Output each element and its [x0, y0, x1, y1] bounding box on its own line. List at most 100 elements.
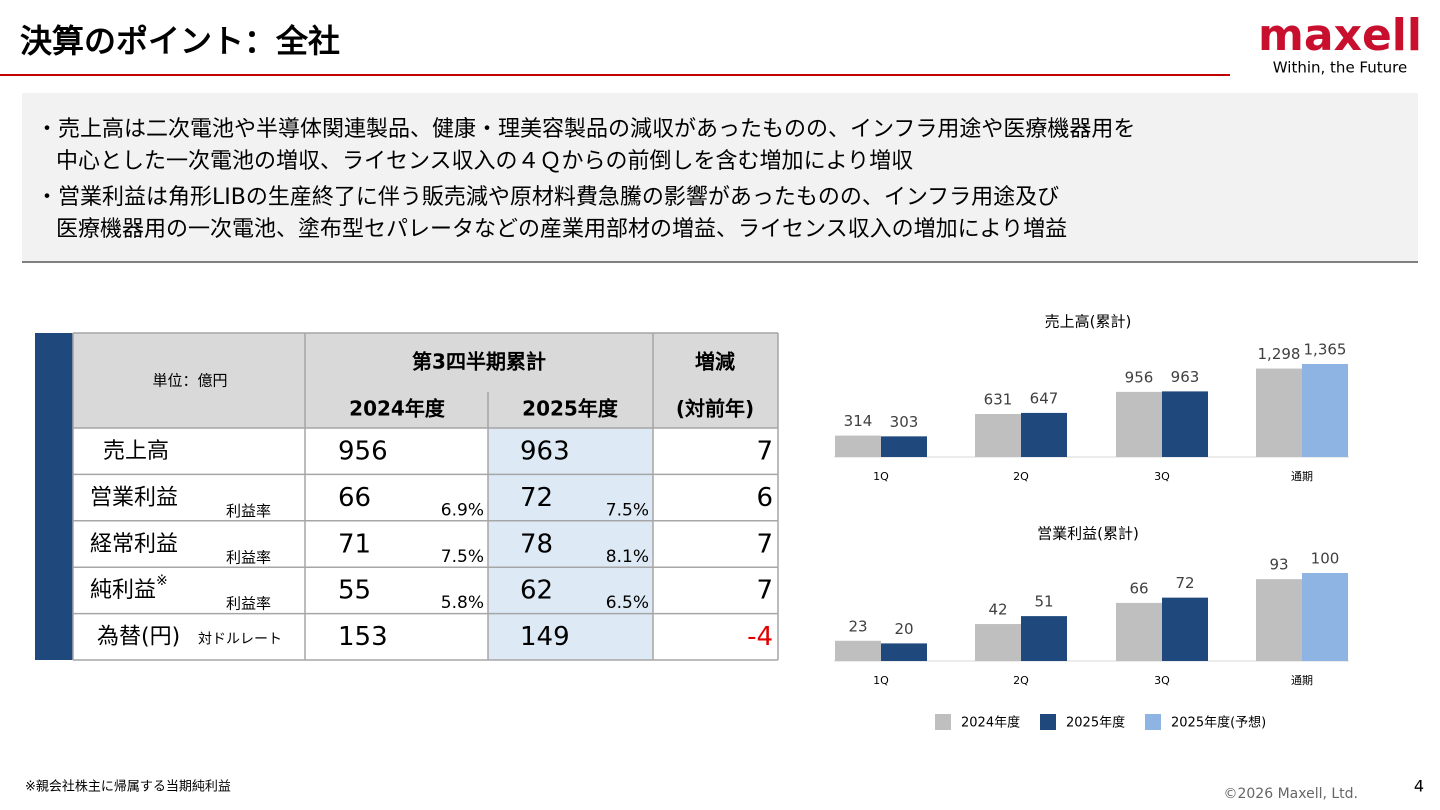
- cell-ratio: 5.8%: [441, 593, 484, 613]
- data-label: 631: [984, 391, 1013, 409]
- cell-change: 7: [756, 529, 773, 559]
- x-tick-label: 1Q: [873, 470, 889, 483]
- cell-change: -4: [747, 622, 773, 652]
- row-label: 営業利益: [90, 485, 178, 510]
- cell-value: 963: [520, 437, 570, 467]
- bar: [975, 414, 1021, 457]
- bar: [1162, 597, 1208, 661]
- data-label: 1,298: [1258, 345, 1301, 363]
- x-tick-label: 通期: [1291, 674, 1313, 687]
- note-mark: ※: [156, 573, 168, 589]
- cell-ratio: 6.9%: [441, 500, 484, 520]
- bar: [975, 624, 1021, 661]
- bar: [1116, 602, 1162, 661]
- data-label: 51: [1034, 593, 1053, 611]
- cell-value: 153: [338, 622, 388, 652]
- x-tick-label: 3Q: [1154, 470, 1170, 483]
- table: 単位：億円 第3四半期累計 2024年度 2025年度 増減 (対前年) 売上高 956 963…: [35, 332, 779, 661]
- data-label: 42: [988, 601, 1007, 619]
- tagline: Within, the Future: [1273, 59, 1407, 77]
- bullet-line: 医療機器用の一次電池、塗布型セパレータなどの産業用部材の増益、ライセンス収入の増…: [56, 217, 1067, 242]
- bar: [1256, 368, 1302, 457]
- bar: [1302, 573, 1348, 661]
- copyright: ©2026 Maxell, Ltd.: [1223, 786, 1358, 802]
- legend-swatch: [935, 714, 951, 730]
- data-label: 956: [1125, 368, 1154, 386]
- footnote: ※親会社株主に帰属する当期純利益: [25, 779, 231, 795]
- table-header: (対前年): [676, 397, 754, 421]
- bar: [1162, 391, 1208, 457]
- data-label: 963: [1171, 368, 1200, 386]
- bar: [1302, 364, 1348, 457]
- cell-change: 7: [756, 437, 773, 467]
- x-tick-label: 1Q: [873, 674, 889, 687]
- x-tick-label: 2Q: [1013, 470, 1029, 483]
- x-tick-label: 通期: [1291, 470, 1313, 483]
- highlight-column: [488, 428, 653, 660]
- bar: [835, 640, 881, 661]
- row-label: 経常利益: [90, 532, 178, 557]
- cell-value: 149: [520, 622, 570, 652]
- logo: maxell: [1258, 10, 1422, 61]
- bar: [835, 435, 881, 457]
- data-label: 72: [1175, 574, 1194, 592]
- cell-ratio: 6.5%: [606, 593, 649, 613]
- table-header: 増減: [695, 350, 735, 374]
- row-sub-label: 利益率: [226, 502, 271, 520]
- bar: [1021, 412, 1067, 457]
- data-label: 66: [1129, 579, 1148, 597]
- cell-value: 78: [520, 529, 553, 559]
- bullet-line: ・売上高は二次電池や半導体関連製品、健康・理美容製品の減収があったものの、インフ…: [36, 117, 1135, 142]
- row-sub-label: 対ドルレート: [198, 632, 282, 648]
- cell-value: 72: [520, 483, 553, 513]
- legend-label: 2025年度(予想): [1171, 715, 1266, 731]
- summary-box: [22, 93, 1418, 262]
- bar: [881, 436, 927, 457]
- bar: [1256, 579, 1302, 661]
- data-label: 93: [1269, 556, 1288, 574]
- data-label: 303: [890, 413, 919, 431]
- bullet-line: ・営業利益は角形LIBの生産終了に伴う販売減や原材料費急騰の影響があったものの、…: [36, 185, 1059, 210]
- cell-ratio: 7.5%: [606, 500, 649, 520]
- data-label: 20: [894, 620, 913, 638]
- legend-label: 2024年度: [961, 715, 1020, 731]
- data-label: 314: [844, 412, 873, 430]
- table-header: 2025年度: [522, 397, 619, 421]
- bar: [881, 643, 927, 661]
- bar: [1116, 391, 1162, 457]
- row-label: 売上高: [103, 439, 169, 464]
- table-header: 単位：億円: [152, 372, 227, 390]
- cell-value: 71: [338, 529, 371, 559]
- chart-title: 売上高(累計): [1045, 313, 1132, 331]
- cell-change: 7: [756, 576, 773, 606]
- x-tick-label: 3Q: [1154, 674, 1170, 687]
- data-label: 23: [848, 617, 867, 635]
- legend-swatch: [1145, 714, 1161, 730]
- chart-title: 営業利益(累計): [1037, 525, 1139, 543]
- data-label: 1,365: [1304, 341, 1347, 359]
- x-tick-label: 2Q: [1013, 674, 1029, 687]
- page-number: 4: [1414, 777, 1424, 796]
- cell-ratio: 7.5%: [441, 547, 484, 567]
- row-label: 為替(円): [97, 625, 180, 650]
- data-label: 647: [1030, 389, 1059, 407]
- title: 決算のポイント：全社: [20, 22, 340, 60]
- charts: 売上高(累計) 1Q 314 303 2Q 631 647 3Q 956 963 通期 1,298 1,…: [834, 313, 1349, 731]
- cell-change: 6: [756, 483, 773, 513]
- bar: [1021, 616, 1067, 661]
- row-sub-label: 利益率: [226, 595, 271, 613]
- cell-value: 956: [338, 437, 388, 467]
- bullets: ・売上高は二次電池や半導体関連製品、健康・理美容製品の減収があったものの、インフ…: [36, 117, 1135, 242]
- bullet-line: 中心とした一次電池の増収、ライセンス収入の４Ｑからの前倒しを含む増加により増収: [56, 149, 913, 174]
- row-sub-label: 利益率: [226, 548, 271, 566]
- legend-label: 2025年度: [1066, 715, 1125, 731]
- table-header: 第3四半期累計: [412, 350, 546, 374]
- header-bg: [73, 333, 778, 428]
- cell-value: 55: [338, 576, 371, 606]
- data-label: 100: [1311, 550, 1340, 568]
- cell-value: 62: [520, 576, 553, 606]
- table-header: 2024年度: [349, 397, 446, 421]
- row-label: 純利益: [90, 578, 156, 603]
